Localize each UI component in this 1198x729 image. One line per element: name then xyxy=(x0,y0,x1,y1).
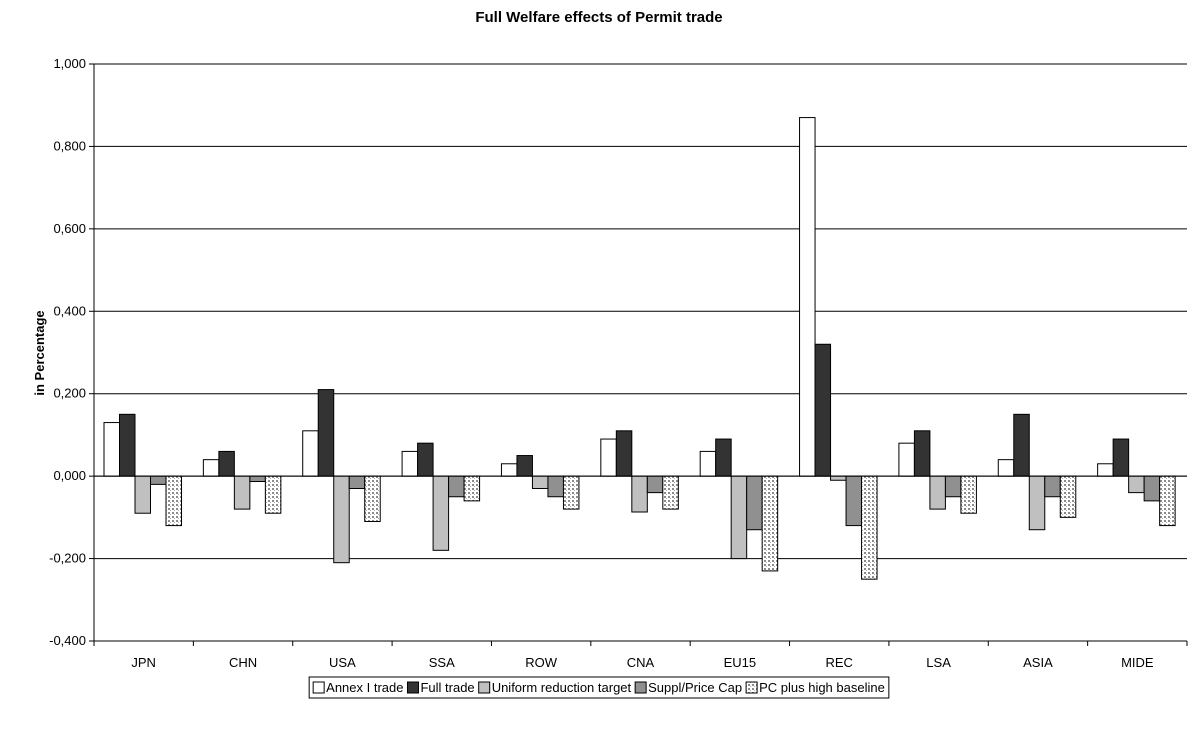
legend-label: Annex I trade xyxy=(326,680,403,695)
bar xyxy=(861,475,878,580)
x-tick-label: USA xyxy=(329,655,356,670)
y-tick-label: 0,800 xyxy=(53,138,86,153)
bar xyxy=(432,475,450,551)
x-axis-ticks: JPN CHN USA SSA ROW CNA EU15 REC LSA ASIA MIDE xyxy=(93,641,1188,670)
bar xyxy=(631,475,648,513)
bar xyxy=(600,438,617,477)
bar xyxy=(1028,475,1046,531)
y-tick-label: 0,600 xyxy=(53,221,86,236)
bar xyxy=(249,475,266,483)
bar xyxy=(302,430,319,477)
bar xyxy=(165,475,182,527)
legend-swatch xyxy=(312,681,325,694)
bar xyxy=(814,343,832,477)
bar xyxy=(500,463,518,477)
y-tick-label: 0,400 xyxy=(53,303,86,318)
y-tick-label: 1,000 xyxy=(53,56,86,71)
axes xyxy=(93,64,1187,642)
bar xyxy=(516,455,533,477)
bar xyxy=(463,475,481,502)
legend-label: PC plus high baseline xyxy=(759,680,885,695)
bar xyxy=(150,475,167,485)
legend-swatch xyxy=(634,681,647,694)
bar xyxy=(615,430,633,477)
bar xyxy=(333,475,350,564)
bar xyxy=(348,475,366,490)
y-tick-label: -0,200 xyxy=(49,551,86,566)
bar xyxy=(134,475,151,514)
legend-swatch xyxy=(745,681,758,694)
bar xyxy=(1143,475,1161,502)
legend-label: Uniform reduction target xyxy=(492,680,632,695)
y-tick-label: 0,000 xyxy=(53,468,86,483)
bar xyxy=(1112,438,1130,477)
bar xyxy=(417,442,434,477)
bar xyxy=(929,475,946,510)
legend-swatch xyxy=(478,681,491,694)
bar xyxy=(715,438,732,477)
x-tick-label: JPN xyxy=(131,655,156,670)
bar xyxy=(448,475,465,498)
bar xyxy=(898,442,915,477)
bar xyxy=(264,475,282,514)
bar xyxy=(562,475,580,510)
bar xyxy=(1097,463,1114,477)
bar xyxy=(746,475,763,531)
x-tick-label: CNA xyxy=(627,655,655,670)
bar xyxy=(1044,475,1061,498)
bars xyxy=(103,117,1176,580)
bar xyxy=(646,475,664,494)
bar xyxy=(845,475,863,527)
legend-item: Suppl/Price Cap xyxy=(634,680,742,695)
x-tick-label: REC xyxy=(826,655,853,670)
bar xyxy=(997,459,1015,477)
bar xyxy=(761,475,779,572)
legend-item: Annex I trade xyxy=(312,680,403,695)
bar xyxy=(662,475,679,510)
bar xyxy=(699,450,717,477)
legend-box xyxy=(308,676,890,699)
bar xyxy=(1159,475,1176,527)
bar xyxy=(913,430,931,477)
bar xyxy=(799,117,816,477)
legend-label: Full trade xyxy=(420,680,474,695)
y-axis-ticks: -0,400 -0,200 0,000 0,200 0,400 0,600 0,800 1,0… xyxy=(49,56,94,648)
bar xyxy=(317,389,335,477)
legend-item: Uniform reduction target xyxy=(478,680,632,695)
legend-item: PC plus high baseline xyxy=(745,680,885,695)
chart-title: Full Welfare effects of Permit trade xyxy=(475,9,722,26)
bar xyxy=(960,475,977,514)
bar xyxy=(1013,413,1030,477)
bar xyxy=(1128,475,1145,494)
x-tick-label: EU15 xyxy=(724,655,757,670)
legend: Annex I trade Full trade Uniform reduction… xyxy=(308,676,890,699)
y-tick-label: 0,200 xyxy=(53,386,86,401)
x-tick-label: CHN xyxy=(229,655,257,670)
bar xyxy=(944,475,962,498)
x-tick-label: MIDE xyxy=(1121,655,1154,670)
legend-swatch xyxy=(406,681,419,694)
x-tick-label: ASIA xyxy=(1023,655,1053,670)
bar xyxy=(531,475,549,490)
bar xyxy=(547,475,564,498)
y-axis-label: in Percentage xyxy=(32,310,47,395)
bar xyxy=(401,450,419,477)
bar xyxy=(218,450,235,477)
x-tick-label: SSA xyxy=(429,655,455,670)
bar xyxy=(119,413,136,477)
bar xyxy=(1059,475,1077,518)
bar xyxy=(233,475,251,510)
legend-label: Suppl/Price Cap xyxy=(648,680,742,695)
x-tick-label: LSA xyxy=(926,655,951,670)
bar xyxy=(202,459,220,477)
bar xyxy=(103,422,120,477)
legend-item: Full trade xyxy=(406,680,475,695)
y-tick-label: -0,400 xyxy=(49,633,86,648)
bar xyxy=(364,475,381,522)
x-tick-label: ROW xyxy=(525,655,558,670)
bar xyxy=(730,475,748,560)
bar xyxy=(830,475,847,481)
